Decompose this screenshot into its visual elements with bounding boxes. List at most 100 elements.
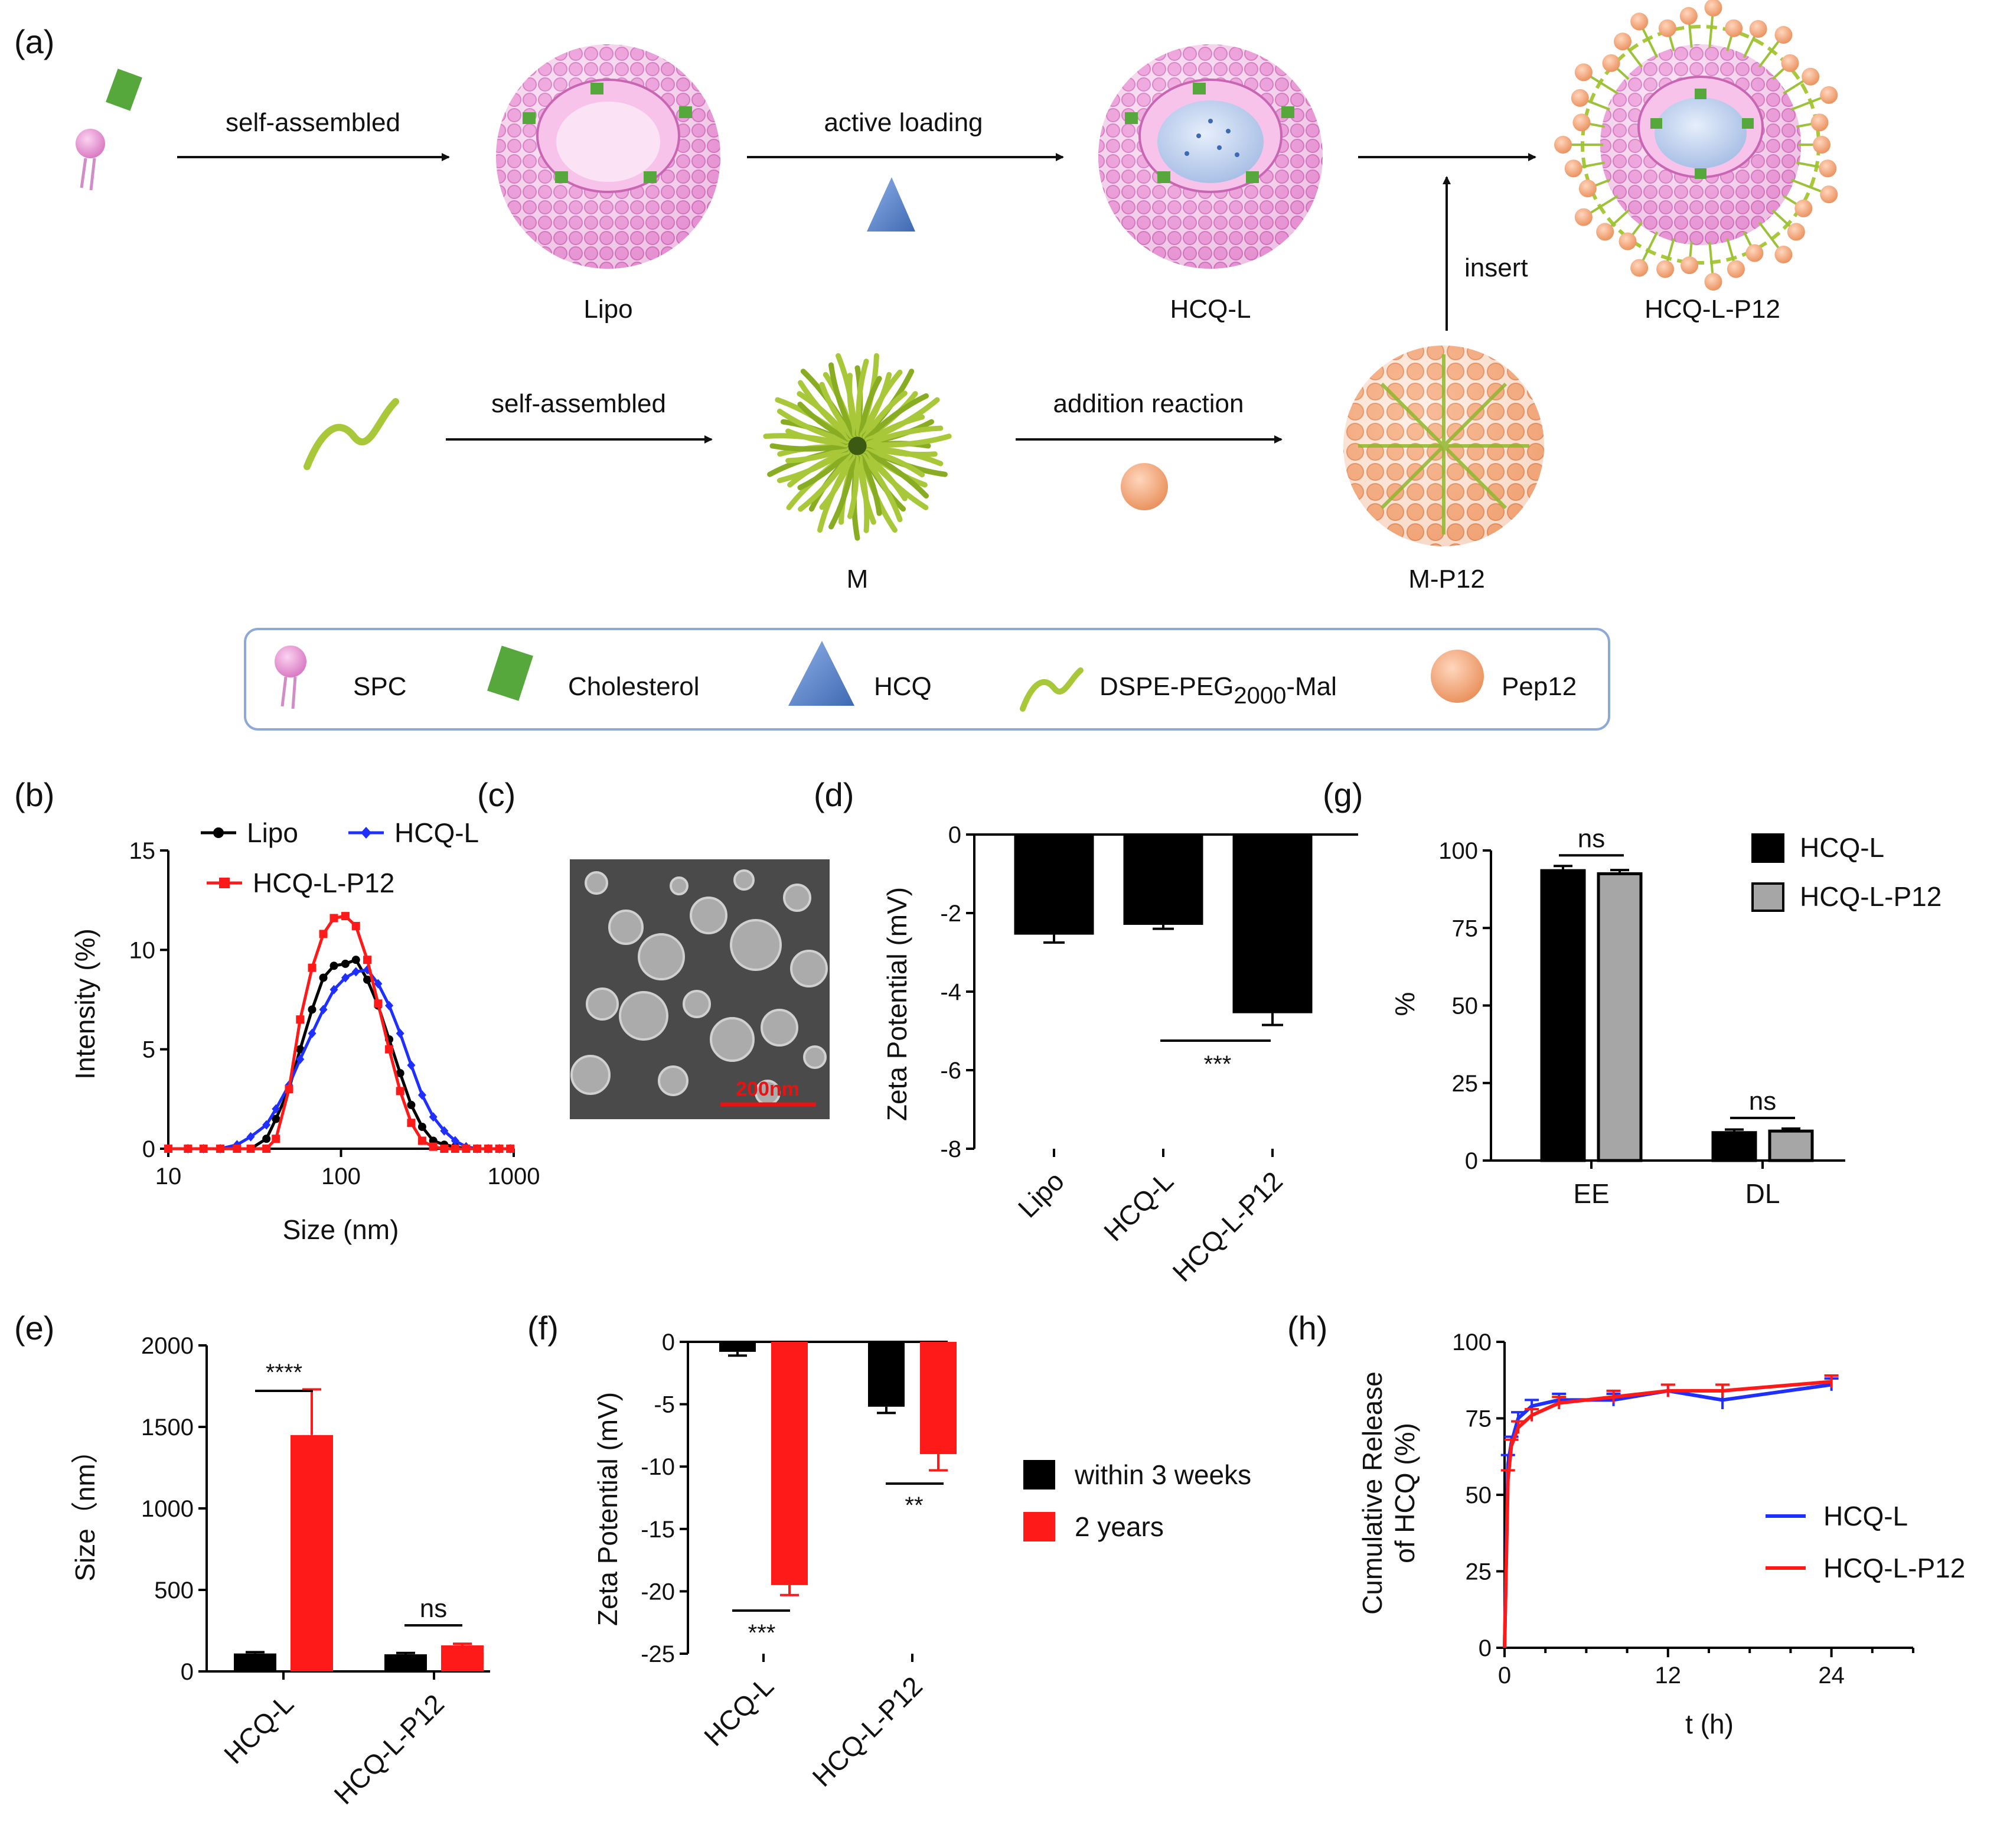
hcq-triangle-icon (867, 177, 915, 232)
g-bar (1711, 1131, 1757, 1162)
f-x-tick-label: HCQ-L (698, 1670, 779, 1752)
b-point (473, 1145, 482, 1153)
b-point (285, 1085, 293, 1093)
legend-pep12-icon (1431, 650, 1484, 703)
tem-vesicle (690, 897, 727, 934)
f-x-tick-label: HCQ-L-P12 (806, 1670, 928, 1792)
pep12-bead (1749, 19, 1767, 38)
e-significance-label: ns (420, 1594, 447, 1623)
panel-d-label: (d) (814, 776, 854, 813)
b-point (407, 1060, 416, 1070)
hcq-l-p12-label: HCQ-L-P12 (1644, 295, 1780, 324)
e-x-tick-label: HCQ-L (218, 1688, 299, 1769)
pep12-bead (1679, 6, 1698, 25)
pep12-bead (1820, 185, 1838, 204)
b-point (233, 1145, 242, 1153)
b-point (319, 930, 328, 938)
f-legend-label: within 3 weeks (1074, 1459, 1251, 1490)
f-legend-swatch (1023, 1460, 1055, 1490)
peg-chain (856, 455, 870, 533)
b-legend-label: HCQ-L-P12 (253, 868, 394, 898)
peg-chain (819, 453, 854, 510)
pep12-bead (1564, 159, 1582, 178)
chart-g: (g) 0 25 50 75 100% EE ns DL ns HCQ-L HCQ-L-P12 (1323, 776, 1942, 1209)
g-legend-swatch (1751, 833, 1784, 863)
b-point (272, 1135, 280, 1143)
hcq-l-sphere (1098, 44, 1323, 269)
f-bar (719, 1342, 756, 1352)
h-y-tick-label: 75 (1466, 1406, 1492, 1432)
m-p12-particle (1343, 346, 1544, 546)
tem-vesicle (761, 1009, 798, 1047)
d-y-tick-label: -8 (940, 1136, 961, 1162)
f-bar (771, 1342, 808, 1585)
legend-dspe-peg-label: DSPE-PEG2000-Mal (1099, 672, 1337, 709)
pep12-bead (1774, 26, 1793, 44)
panel-f-label: (f) (527, 1309, 559, 1347)
h-y-tick-label: 25 (1466, 1559, 1492, 1585)
b-point (199, 1145, 208, 1153)
b-point (308, 1005, 316, 1014)
b-point (451, 1145, 459, 1153)
h-x-title: t (h) (1685, 1709, 1734, 1739)
b-point (319, 973, 328, 982)
g-x-tick-label: DL (1745, 1178, 1780, 1209)
b-point (396, 1069, 404, 1078)
g-y-title: % (1389, 992, 1420, 1016)
h-y-tick-label: 0 (1479, 1635, 1492, 1661)
panel-a-schematic: (a) self-assembled active loading insert (14, 0, 1838, 731)
peg-chain (797, 450, 851, 491)
g-legend-label: HCQ-L-P12 (1800, 881, 1942, 912)
pep12-bead (1619, 232, 1637, 250)
b-point (341, 973, 350, 983)
pep12-bead (1658, 19, 1676, 37)
g-legend-swatch (1751, 882, 1784, 912)
b-point (396, 1087, 404, 1096)
arrow-addition-reaction-label: addition reaction (1053, 389, 1244, 418)
chart-d: (d) 0 -2 -4 -6 -8 Zeta Potential (mV) Lipo HCQ-L… (814, 776, 1358, 1288)
tem-vesicle (783, 884, 811, 912)
panel-h-label: (h) (1287, 1309, 1327, 1347)
g-bar (1597, 872, 1643, 1162)
panel-g-label: (g) (1323, 776, 1363, 813)
pep12-bead (1819, 159, 1837, 178)
lipo-sphere (496, 44, 720, 269)
tem-vesicle (730, 919, 782, 971)
tem-particles (570, 869, 828, 1106)
b-point (319, 1005, 328, 1015)
peg-chain (858, 376, 882, 438)
pep12-bead (1571, 89, 1589, 107)
panel-b-label: (b) (14, 776, 54, 813)
m-p12-label: M-P12 (1408, 565, 1485, 594)
peg-chain (866, 434, 952, 448)
b-y-tick-label: 15 (129, 838, 156, 864)
b-point (246, 1145, 255, 1153)
schematic-legend: SPC Cholesterol HCQ DSPE-PEG2000-Mal Pep… (244, 628, 1610, 731)
b-point (262, 1145, 271, 1153)
tem-vesicle (570, 1055, 611, 1095)
peg-chain (866, 445, 944, 467)
b-point (308, 963, 316, 972)
tem-vesicle (803, 1045, 827, 1069)
panel-e-label: (e) (14, 1309, 54, 1347)
panel-c-tem: (c) 200nm (477, 776, 830, 1119)
b-point (429, 1112, 438, 1122)
g-significance-label: ns (1578, 824, 1605, 853)
d-bar (1014, 835, 1094, 935)
g-y-tick-label: 25 (1452, 1071, 1479, 1097)
b-x-title: Size (nm) (283, 1214, 399, 1245)
h-y-title-2: of HCQ (%) (1389, 1423, 1420, 1563)
b-legend-marker (219, 878, 230, 888)
f-y-tick-label: -10 (641, 1454, 675, 1480)
b-point (363, 975, 372, 984)
d-y-title: Zeta Potential (mV) (882, 887, 912, 1121)
b-point (417, 1090, 426, 1100)
tem-vesicle (683, 990, 711, 1018)
e-bar (291, 1435, 333, 1671)
b-point (272, 1114, 280, 1123)
pep12-bead (1810, 113, 1829, 132)
pep12-bead (1813, 136, 1830, 154)
chart-h: (h) 0 25 50 75 100 0 12 24 t (h) Cumulative Releas… (1287, 1309, 1965, 1739)
b-x-tick-label: 1000 (488, 1163, 540, 1189)
peg-chain (785, 445, 849, 464)
